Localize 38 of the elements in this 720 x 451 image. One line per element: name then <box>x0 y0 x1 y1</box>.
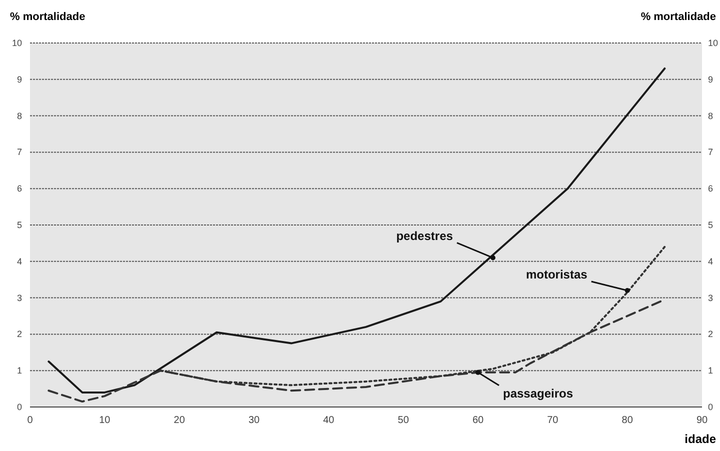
y2-tick-label: 6 <box>708 184 714 194</box>
x-tick-label: 90 <box>696 415 708 426</box>
y2-tick-label: 9 <box>708 74 714 84</box>
y-tick-label: 0 <box>16 402 22 412</box>
x-axis-title: idade <box>684 432 716 446</box>
annotation: passageiros <box>503 386 574 400</box>
y2-tick-label: 0 <box>708 402 714 412</box>
y2-tick-label: 4 <box>708 256 714 266</box>
x-tick-label: 20 <box>174 415 186 426</box>
x-tick-label: 0 <box>27 415 34 426</box>
y2-axis-title: % mortalidade <box>640 11 716 23</box>
y2-tick-label: 3 <box>708 292 714 303</box>
annotation: pedestres <box>396 228 454 243</box>
y-tick-label: 4 <box>16 256 22 266</box>
y-tick-label: 2 <box>16 329 22 340</box>
x-tick-label: 30 <box>248 415 260 426</box>
x-tick-label: 70 <box>547 415 559 426</box>
y-tick-label: 6 <box>16 184 22 194</box>
x-tick-label: 60 <box>472 415 484 426</box>
y2-tick-label: 1 <box>708 366 714 376</box>
y2-tick-label: 8 <box>708 110 714 121</box>
x-tick-label: 50 <box>398 415 410 426</box>
y-tick-label: 5 <box>16 220 22 230</box>
y-tick-label: 9 <box>16 74 22 84</box>
x-tick-label: 40 <box>323 415 335 426</box>
y2-tick-label: 10 <box>708 38 718 48</box>
y2-tick-label: 7 <box>708 147 714 158</box>
y2-tick-label: 2 <box>708 329 714 340</box>
x-tick-label: 80 <box>622 415 634 426</box>
y2-tick-label: 5 <box>708 220 714 230</box>
y-axis-title: % mortalidade <box>10 11 86 23</box>
y-tick-label: 7 <box>16 147 22 158</box>
annotation: motoristas <box>526 268 588 282</box>
y-tick-label: 3 <box>16 292 22 303</box>
x-tick-label: 10 <box>99 415 111 426</box>
y-tick-label: 10 <box>12 38 22 48</box>
y-tick-label: 8 <box>16 110 22 121</box>
y-tick-label: 1 <box>16 366 22 376</box>
